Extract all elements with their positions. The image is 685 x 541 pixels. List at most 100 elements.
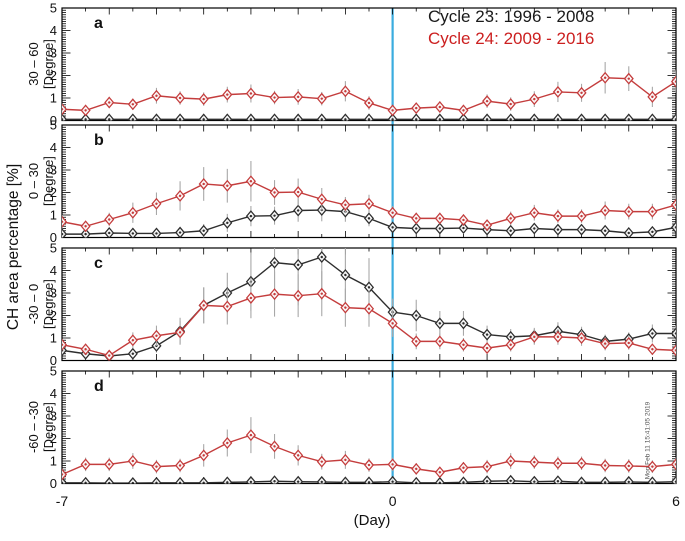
- cycle23-marker-dot: [320, 480, 323, 484]
- panel-d-ytick-5: 5: [50, 364, 57, 379]
- panel-a-ytick-0: 0: [50, 113, 57, 128]
- cycle23-marker: [387, 113, 398, 121]
- cycle24-marker-dot: [226, 441, 229, 445]
- cycle23-marker-dot: [556, 228, 560, 231]
- cycle23-marker-dot: [485, 118, 489, 121]
- cycle24-marker-dot: [462, 109, 465, 112]
- cycle23-marker-dot: [273, 261, 276, 264]
- cycle24-marker-dot: [344, 90, 347, 93]
- cycle23-marker: [363, 113, 375, 121]
- cycle23-marker-dot: [391, 118, 394, 121]
- cycle23-marker-dot: [62, 118, 64, 121]
- cycle24-marker-dot: [651, 210, 654, 213]
- cycle23-marker: [293, 475, 304, 484]
- cycle23-marker: [293, 113, 304, 121]
- panel-d-ytick-4: 4: [50, 386, 57, 401]
- cycle24-marker-dot: [603, 209, 607, 212]
- cycle23-marker-dot: [509, 335, 512, 339]
- cycle23-marker-dot: [226, 118, 229, 121]
- cycle24-marker-dot: [509, 459, 512, 463]
- cycle23-marker-dot: [674, 226, 676, 229]
- cycle24-marker: [670, 198, 676, 211]
- cycle23-marker: [434, 113, 445, 121]
- cycle24-marker-dot: [533, 97, 536, 101]
- panel-c-frame: [61, 247, 677, 362]
- panel-c-ytick-3: 3: [50, 286, 57, 301]
- cycle23-marker-dot: [509, 229, 512, 232]
- cycle23-marker: [552, 475, 563, 484]
- panel-b-series-cycle23: [62, 198, 676, 238]
- cycle24-marker-dot: [296, 454, 300, 457]
- cycle23-marker: [222, 476, 233, 484]
- panel-c-ytick-0: 0: [50, 353, 57, 368]
- cycle24-marker-dot: [485, 99, 489, 103]
- cycle24-marker-dot: [273, 292, 276, 296]
- cycle23-marker: [411, 113, 422, 121]
- cycle24-marker-dot: [674, 203, 676, 207]
- cycle23-marker-dot: [415, 314, 418, 317]
- cycle24-marker-dot: [84, 348, 87, 351]
- cycle23-marker-dot: [202, 481, 205, 484]
- cycle24-marker-dot: [178, 331, 182, 334]
- cycle24-marker: [62, 468, 68, 481]
- cycle23-marker: [104, 113, 115, 121]
- panel-c: 0 1 2 3 4 5: [50, 241, 677, 368]
- cycle23-marker: [647, 113, 658, 121]
- cycle24-marker-dot: [344, 458, 347, 462]
- cycle23-marker: [316, 113, 327, 121]
- cycle24-marker: [62, 338, 68, 351]
- cycle24-marker-dot: [415, 106, 418, 110]
- cycle24-marker: [670, 458, 676, 471]
- cycle24-marker-dot: [249, 296, 253, 300]
- cycle24-marker-dot: [674, 463, 676, 466]
- cycle24-marker-dot: [131, 339, 135, 342]
- cycle23-marker: [340, 113, 351, 121]
- cycle23-marker-dot: [131, 232, 135, 235]
- cycle24-marker-dot: [296, 190, 300, 194]
- cycle24-marker-dot: [226, 305, 229, 308]
- cycle23-marker-dot: [603, 481, 607, 484]
- panel-d-ytick-0: 0: [50, 476, 57, 491]
- cycle24-marker-dot: [320, 198, 323, 201]
- cycle23-marker: [576, 476, 587, 484]
- cycle23-marker-dot: [509, 479, 512, 482]
- cycle23-marker-dot: [108, 231, 111, 235]
- cycle23-marker-dot: [674, 480, 676, 483]
- cycle23-marker-dot: [651, 481, 654, 484]
- cycle24-marker-dot: [108, 101, 111, 104]
- x-tick-label--7: -7: [55, 493, 69, 509]
- panel-b-ytick-2: 2: [50, 185, 57, 200]
- cycle24-marker-dot: [556, 214, 560, 218]
- cycle23-marker-dot: [674, 332, 676, 335]
- cycle23-marker-dot: [415, 118, 418, 121]
- cycle24-marker-dot: [674, 349, 676, 352]
- cycle23-marker-dot: [674, 118, 676, 121]
- cycle23-marker-dot: [62, 481, 64, 484]
- cycle24-marker-dot: [273, 96, 276, 99]
- panel-d-ytick-1: 1: [50, 454, 57, 469]
- panel-d-series-cycle23: [62, 474, 676, 484]
- cycle23-marker-dot: [533, 118, 536, 121]
- cycle24-marker-dot: [580, 462, 583, 465]
- cycle24-marker-dot: [651, 348, 654, 351]
- panel-a-letter: a: [94, 15, 103, 32]
- cycle24-marker: [62, 215, 68, 228]
- cycle24-marker-dot: [627, 77, 630, 80]
- cycle23-marker-dot: [485, 480, 489, 483]
- cycle24-marker-dot: [462, 466, 465, 469]
- cycle24-marker-dot: [603, 464, 607, 467]
- panel-c-latitude-label: -30 – 0 [Degree]: [26, 279, 56, 330]
- cycle23-marker-dot: [603, 118, 607, 121]
- cycle23-marker: [552, 113, 563, 121]
- cycle23-marker-dot: [367, 481, 371, 484]
- cycle24-marker-dot: [556, 90, 560, 94]
- cycle24-marker-dot: [178, 96, 182, 100]
- cycle23-marker: [623, 475, 634, 484]
- cycle23-marker: [80, 113, 91, 121]
- panel-c-ytick-5: 5: [50, 241, 57, 256]
- cycle24-marker-dot: [438, 217, 442, 220]
- panel-b-ytick-4: 4: [50, 140, 57, 155]
- cycle23-marker-dot: [249, 480, 253, 484]
- cycle24-marker-dot: [391, 109, 394, 112]
- cycle23-marker-dot: [438, 481, 442, 484]
